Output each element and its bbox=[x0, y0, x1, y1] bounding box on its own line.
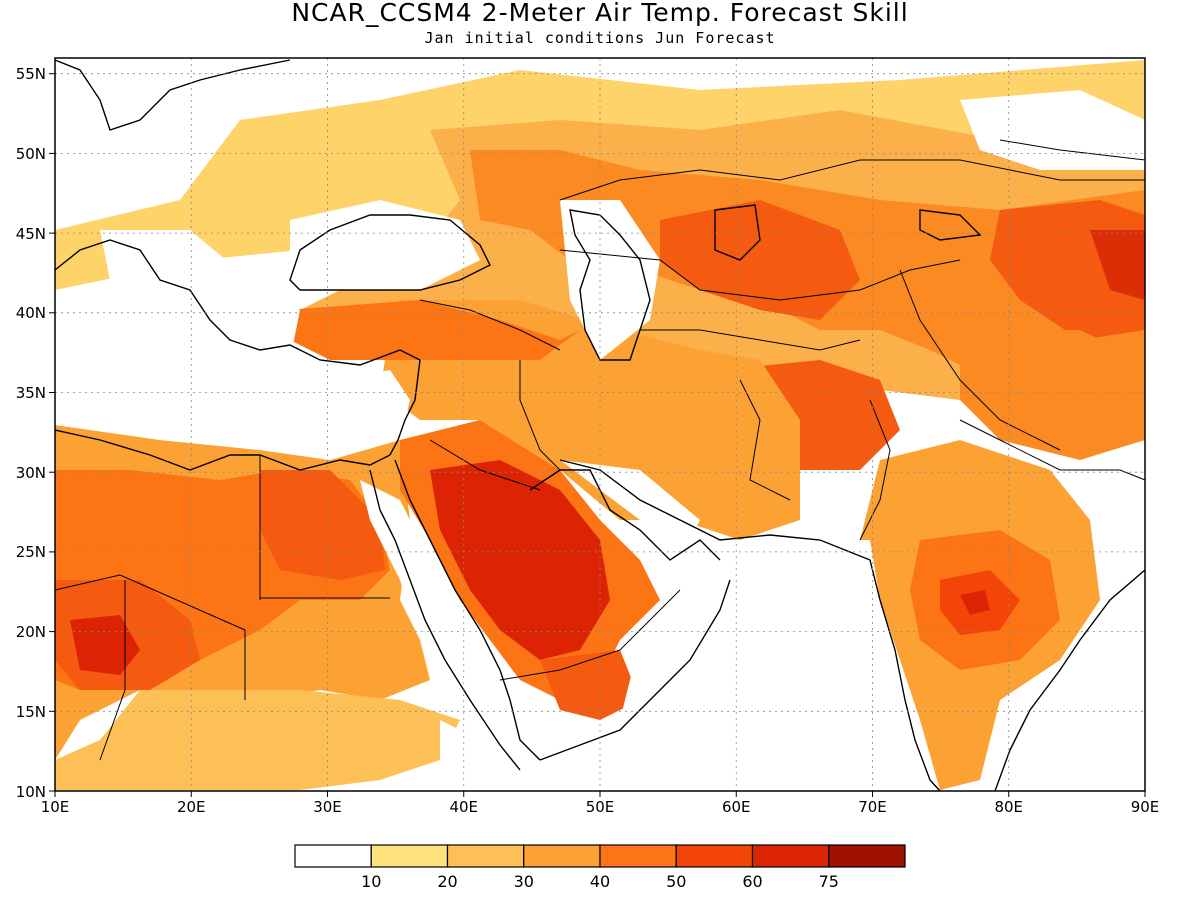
coast-med-north bbox=[55, 239, 421, 366]
colorbar-box bbox=[675, 844, 754, 868]
border-iran-afghan bbox=[739, 379, 791, 501]
x-tick-label: 50E bbox=[586, 798, 615, 816]
skill-gap-east-africa bbox=[440, 720, 560, 790]
border-tibet-south bbox=[959, 419, 1145, 481]
colorbar-label: 10 bbox=[361, 872, 381, 891]
skill-region-sahel bbox=[55, 690, 460, 790]
coast-india-east bbox=[994, 569, 1145, 791]
x-tick-marks bbox=[54, 791, 1146, 797]
skill-region-arabia-core bbox=[430, 460, 610, 660]
y-tick-label: 50N bbox=[16, 145, 46, 163]
y-tick-label: 20N bbox=[16, 623, 46, 641]
coast-red-sea-west bbox=[369, 469, 521, 771]
coast-india-west bbox=[869, 559, 941, 791]
y-tick-label: 10N bbox=[16, 783, 46, 801]
border-saudi-yemen bbox=[499, 589, 681, 681]
coast-iran-south bbox=[559, 459, 871, 561]
x-tick-label: 20E bbox=[177, 798, 206, 816]
colorbar-label: 30 bbox=[514, 872, 534, 891]
x-tick-label: 40E bbox=[449, 798, 478, 816]
coast-caspian bbox=[569, 209, 651, 361]
skill-region-india-peak bbox=[960, 590, 990, 615]
coast-levant bbox=[389, 359, 421, 456]
colorbar-box bbox=[294, 844, 372, 868]
skill-region-tarim bbox=[1090, 230, 1145, 300]
colorbar: 10 20 30 40 50 60 75 bbox=[294, 844, 906, 891]
skill-gap-sea bbox=[620, 540, 900, 790]
skill-region-chad-core bbox=[70, 615, 140, 675]
colorbar-label: 40 bbox=[590, 872, 610, 891]
coast-red-sea-east bbox=[394, 459, 541, 761]
border-iran-iraq bbox=[519, 360, 561, 471]
colorbar-box bbox=[446, 844, 525, 868]
map-title: NCAR_CCSM4 2-Meter Air Temp. Forecast Sk… bbox=[291, 0, 909, 27]
skill-field bbox=[55, 58, 1145, 791]
skill-gap-balkans bbox=[100, 230, 300, 360]
colorbar-label: 60 bbox=[742, 872, 762, 891]
border-russia-kazakh bbox=[559, 159, 1145, 201]
x-tick-label: 80E bbox=[994, 798, 1023, 816]
colorbar-box bbox=[523, 844, 601, 868]
border-libya-chad bbox=[55, 574, 246, 631]
y-tick-label: 15N bbox=[16, 703, 46, 721]
x-tick-label: 90E bbox=[1131, 798, 1160, 816]
skill-region-egypt bbox=[260, 470, 385, 580]
x-tick-label: 10E bbox=[41, 798, 70, 816]
skill-gap-caspian bbox=[560, 200, 660, 360]
coastlines bbox=[55, 59, 1145, 791]
colorbar-box bbox=[599, 844, 677, 868]
border-chad-niger bbox=[99, 580, 126, 761]
y-tick-label: 40N bbox=[16, 304, 46, 322]
y-tick-label: 45N bbox=[16, 225, 46, 243]
border-turkm-uzb bbox=[640, 329, 861, 351]
y-tick-label: 55N bbox=[16, 65, 46, 83]
coast-gulf bbox=[529, 469, 721, 561]
coast-europe-north bbox=[55, 59, 291, 131]
colorbar-label: 75 bbox=[819, 872, 839, 891]
coast-balkhash bbox=[919, 209, 982, 241]
skill-region-tibet bbox=[960, 330, 1145, 460]
border-turkey-east bbox=[419, 299, 561, 351]
x-tick-label: 60E bbox=[722, 798, 751, 816]
y-tick-label: 25N bbox=[16, 543, 46, 561]
border-saudi-iraq bbox=[429, 439, 541, 491]
coast-black-sea bbox=[289, 214, 491, 291]
borders bbox=[55, 139, 1145, 761]
y-tick-marks bbox=[49, 73, 55, 792]
border-mongolia bbox=[999, 139, 1145, 161]
y-tick-label: 30N bbox=[16, 464, 46, 482]
skill-gap-med bbox=[55, 360, 410, 460]
border-china-west bbox=[899, 269, 1061, 451]
y-tick-label: 35N bbox=[16, 384, 46, 402]
border-kazakh-south bbox=[559, 249, 961, 301]
coast-arabia-south bbox=[539, 579, 731, 761]
coast-north-africa bbox=[55, 429, 391, 471]
skill-region-anatolia bbox=[285, 300, 580, 360]
skill-gap-black-sea bbox=[290, 200, 480, 290]
skill-region-kazakh-max bbox=[660, 200, 860, 320]
colorbar-box bbox=[751, 844, 830, 868]
lat-lon-grid bbox=[55, 58, 1145, 791]
colorbar-box bbox=[370, 844, 449, 868]
skill-region-yemen bbox=[540, 650, 640, 720]
border-pak-india bbox=[859, 399, 891, 541]
skill-gap-north bbox=[960, 90, 1145, 170]
map-subtitle: Jan initial conditions Jun Forecast bbox=[424, 29, 776, 47]
y-tick-labels: 10N 15N 20N 25N 30N 35N 40N 45N 50N 55N bbox=[16, 65, 46, 801]
colorbar-label: 20 bbox=[437, 872, 457, 891]
colorbar-label: 50 bbox=[666, 872, 686, 891]
colorbar-box bbox=[828, 844, 906, 868]
coast-aral bbox=[714, 204, 761, 261]
x-tick-label: 70E bbox=[858, 798, 887, 816]
x-tick-labels: 10E 20E 30E 40E 50E 60E 70E 80E 90E bbox=[41, 798, 1160, 816]
x-tick-label: 30E bbox=[313, 798, 342, 816]
